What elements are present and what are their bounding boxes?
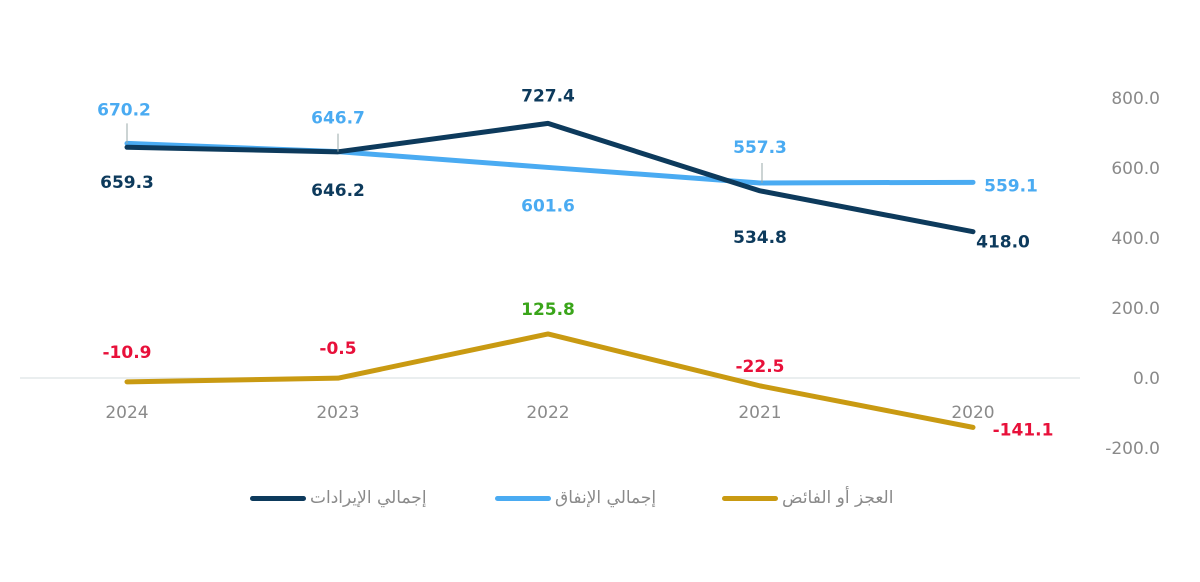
data-label: 125.8 [521,300,575,320]
legend-swatch [250,495,306,501]
legend-item-revenue[interactable]: إجمالي الإيرادات [250,488,427,508]
legend-item-spending[interactable]: إجمالي الإنفاق [495,488,656,508]
data-label: 418.0 [976,233,1030,253]
y-tick-label: 800.0 [1111,89,1160,109]
y-tick-label: 200.0 [1111,299,1160,319]
data-label: -22.5 [736,357,785,377]
legend-item-balance[interactable]: العجز أو الفائض [722,488,893,508]
data-label: 557.3 [733,138,787,158]
data-label: -141.1 [993,420,1054,440]
x-tick-label: 2022 [526,403,569,423]
legend-label: العجز أو الفائض [782,488,894,508]
data-label: 727.4 [521,86,575,106]
legend: إجمالي الإيرادات إجمالي الإنفاق العجز أو… [0,488,1200,518]
x-tick-label: 2021 [738,403,781,423]
y-tick-label: 0.0 [1133,369,1160,389]
data-label: 659.3 [100,173,154,193]
x-tick-label: 2020 [951,403,994,423]
y-tick-label: 600.0 [1111,159,1160,179]
data-label: 670.2 [97,100,151,120]
series-line [124,331,976,430]
series-line [124,120,976,235]
legend-label: إجمالي الإيرادات [310,488,427,508]
data-label: 601.6 [521,196,575,216]
y-tick-label: 400.0 [1111,229,1160,249]
legend-swatch [722,495,778,501]
data-label: -10.9 [103,343,152,363]
data-label: 646.2 [311,181,365,201]
y-tick-label: -200.0 [1105,439,1160,459]
data-label: 534.8 [733,228,787,248]
data-label: 559.1 [984,176,1038,196]
legend-label: إجمالي الإنفاق [555,488,657,508]
x-tick-label: 2024 [105,403,148,423]
x-tick-label: 2023 [316,403,359,423]
legend-swatch [495,495,551,501]
data-label: 646.7 [311,109,365,129]
data-label: -0.5 [319,339,356,359]
